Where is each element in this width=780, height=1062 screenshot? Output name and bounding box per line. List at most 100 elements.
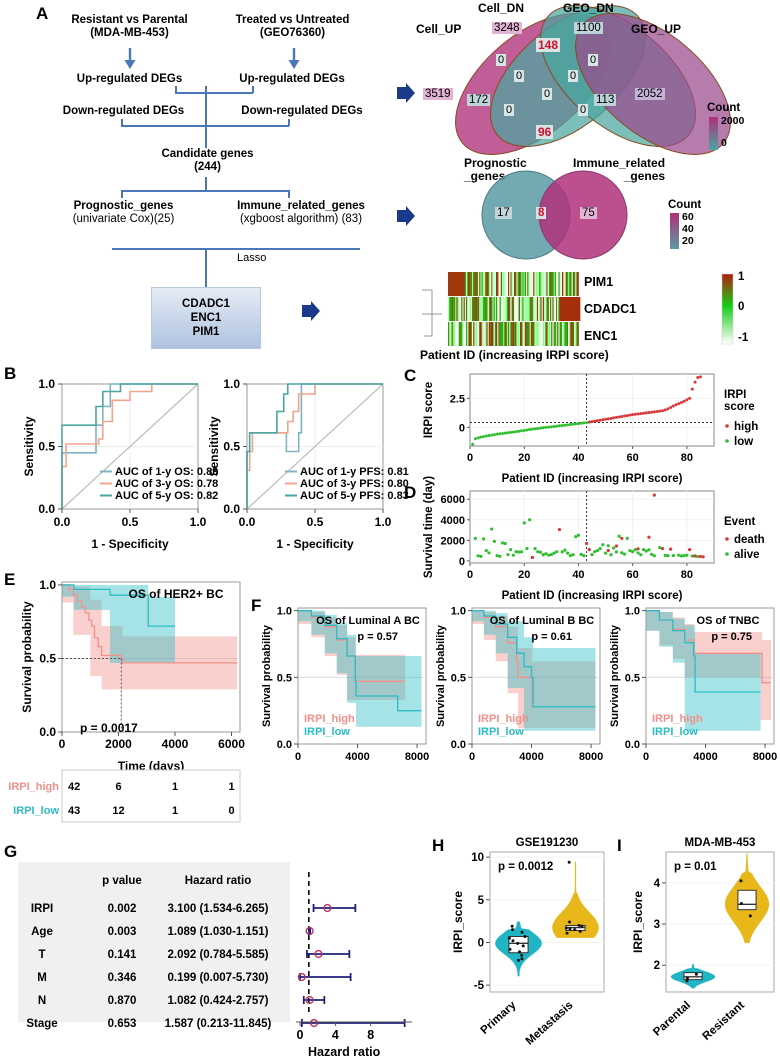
svg-text:4: 4 [654,878,661,890]
svg-text:1.0: 1.0 [38,377,55,391]
svg-text:0: 0 [459,556,465,568]
svg-text:0.5: 0.5 [223,440,240,454]
svg-text:OS of TNBC: OS of TNBC [697,615,760,627]
panel-letter-d: D [404,483,417,502]
svg-text:AUC of 5-y PFS: 0.83: AUC of 5-y PFS: 0.83 [300,490,409,502]
heatmap-scale-tick-0: 0 [738,301,745,313]
svg-text:AUC of 1-y OS: 0.89: AUC of 1-y OS: 0.89 [115,466,218,478]
svg-text:Hazard ratio: Hazard ratio [185,875,251,887]
svg-text:0.0: 0.0 [451,739,466,751]
venn4-count-96: 96 [536,125,554,139]
flowchart-source-right-line2: (GEO76360) [259,27,326,39]
km-her2-risk-table: IRPI_high 42 6 1 1 IRPI_low 43 12 1 0 [8,769,250,826]
svg-text:M: M [37,972,47,984]
svg-text:20: 20 [518,569,530,581]
flowchart-left-up: Up-regulated DEGs [76,73,183,85]
venn2-label-left-l1: Prognostic [464,156,527,170]
svg-text:2.5: 2.5 [450,393,465,405]
svg-text:1: 1 [172,805,178,817]
svg-text:20: 20 [518,452,530,464]
svg-text:0.346: 0.346 [108,972,137,984]
svg-text:0.0: 0.0 [239,515,256,529]
heatmap-row-label-cdadc1: CDADC1 [584,302,637,316]
flowchart-candidate-line1: Candidate genes [161,148,254,160]
svg-text:IRPI_low: IRPI_low [13,805,59,817]
svg-text:Survival time (day): Survival time (day) [423,476,435,578]
svg-text:0.0: 0.0 [223,502,240,516]
svg-text:4: 4 [332,1028,339,1042]
venn4-legend-title: Count [707,102,741,114]
flowchart-lasso-label: Lasso [237,252,267,264]
venn2-legend-tick-40: 40 [682,223,694,235]
svg-text:4000: 4000 [345,751,369,763]
svg-text:2: 2 [654,960,660,972]
svg-text:p = 0.57: p = 0.57 [357,631,398,643]
venn4-legend-gradient [709,117,718,150]
svg-text:0.199 (0.007-5.730): 0.199 (0.007-5.730) [167,972,268,984]
svg-text:0.5: 0.5 [625,672,640,684]
flowchart-candidate-genes: Candidate genes (244) [130,148,285,174]
svg-text:0.0: 0.0 [54,515,71,529]
svg-text:1.0: 1.0 [39,578,56,592]
venn2-count-right: 75 [580,207,597,219]
svg-text:1.082 (0.424-2.757): 1.082 (0.424-2.757) [167,995,268,1007]
flowchart-lasso-line [112,248,360,250]
flowchart-prognostic-line1: Prognostic_genes [73,200,174,212]
flowchart-arrow-left-down [124,48,136,69]
svg-text:Age: Age [31,926,53,938]
svg-text:42: 42 [68,781,80,793]
svg-text:IRPI_high: IRPI_high [304,713,355,725]
svg-text:1.587 (0.213-11.845): 1.587 (0.213-11.845) [165,1018,272,1030]
km-luminal-b-chart: 0 4000 8000 0.0 0.5 1.0 Survival probability OS… [432,600,606,778]
svg-text:0: 0 [467,569,473,581]
venn4-count-zero-2: 0 [588,54,599,66]
roc-pfs-chart: 0.0 0.5 1.0 0.0 0.5 1.0 1 - Specificity Sensiti… [205,370,409,555]
svg-text:1.0: 1.0 [277,606,292,618]
svg-text:40: 40 [572,452,584,464]
roc-os-chart: 0.0 0.5 1.0 0.0 0.5 1.0 1 - Specificity Sensiti… [20,370,218,555]
venn2-count-left: 17 [495,207,512,219]
heatmap-scale-tick-1: 1 [738,271,745,283]
svg-text:60: 60 [627,569,639,581]
venn4-legend-low: 0 [721,137,727,149]
flowchart-source-left-line1: Resistant vs Parental [71,14,188,26]
svg-text:3: 3 [654,919,660,931]
chevron-arrow-to-venn4 [397,83,415,103]
svg-text:8: 8 [367,1028,374,1042]
svg-text:Patient ID (increasing IRPI sc: Patient ID (increasing IRPI score) [502,473,683,485]
venn4-count-zero-5: 0 [542,88,553,100]
svg-text:IRPI_low: IRPI_low [652,726,698,738]
svg-text:4000: 4000 [693,751,717,763]
svg-text:IRPI: IRPI [724,389,746,401]
heatmap-row-label-pim1: PIM1 [584,275,614,289]
panel-letter-g: G [4,842,18,861]
flowchart-immune-line2: (xgboost algorithm) (83) [239,213,363,225]
venn2-label-left-l2: _genes [464,169,506,183]
svg-text:p = 0.0012: p = 0.0012 [498,861,553,873]
panel-letter-c: C [404,366,417,385]
svg-text:OS of Luminal B BC: OS of Luminal B BC [490,615,595,627]
svg-text:alive: alive [734,549,760,561]
svg-text:Resistant: Resistant [700,999,747,1043]
chevron-arrow-to-venn2 [397,206,415,226]
svg-text:80: 80 [681,452,693,464]
svg-text:0.0: 0.0 [277,739,292,751]
svg-text:IRPI_score: IRPI_score [451,891,465,953]
svg-text:2000: 2000 [441,535,465,547]
flowchart-bracket-split-right [288,190,290,198]
svg-text:low: low [734,436,753,448]
flowchart-source-left: Resistant vs Parental (MDA-MB-453) [52,14,207,40]
svg-text:IRPI_low: IRPI_low [478,726,524,738]
svg-text:0: 0 [297,1028,304,1042]
svg-text:N: N [38,995,46,1007]
svg-text:0: 0 [467,452,473,464]
svg-text:0.0: 0.0 [39,725,56,739]
flowchart-prognostic-line2: (univariate Cox)(25) [72,213,175,225]
heatmap-xlabel: Patient ID (increasing IRPI score) [420,348,609,362]
svg-text:1.089 (1.030-1.151): 1.089 (1.030-1.151) [167,926,268,938]
svg-text:0.5: 0.5 [122,515,139,529]
venn4-count-zero-3: 0 [514,70,525,82]
svg-text:Metastasis: Metastasis [524,999,576,1047]
svg-text:OS of Luminal A BC: OS of Luminal A BC [316,615,420,627]
svg-text:Sensitivity: Sensitivity [207,416,221,476]
